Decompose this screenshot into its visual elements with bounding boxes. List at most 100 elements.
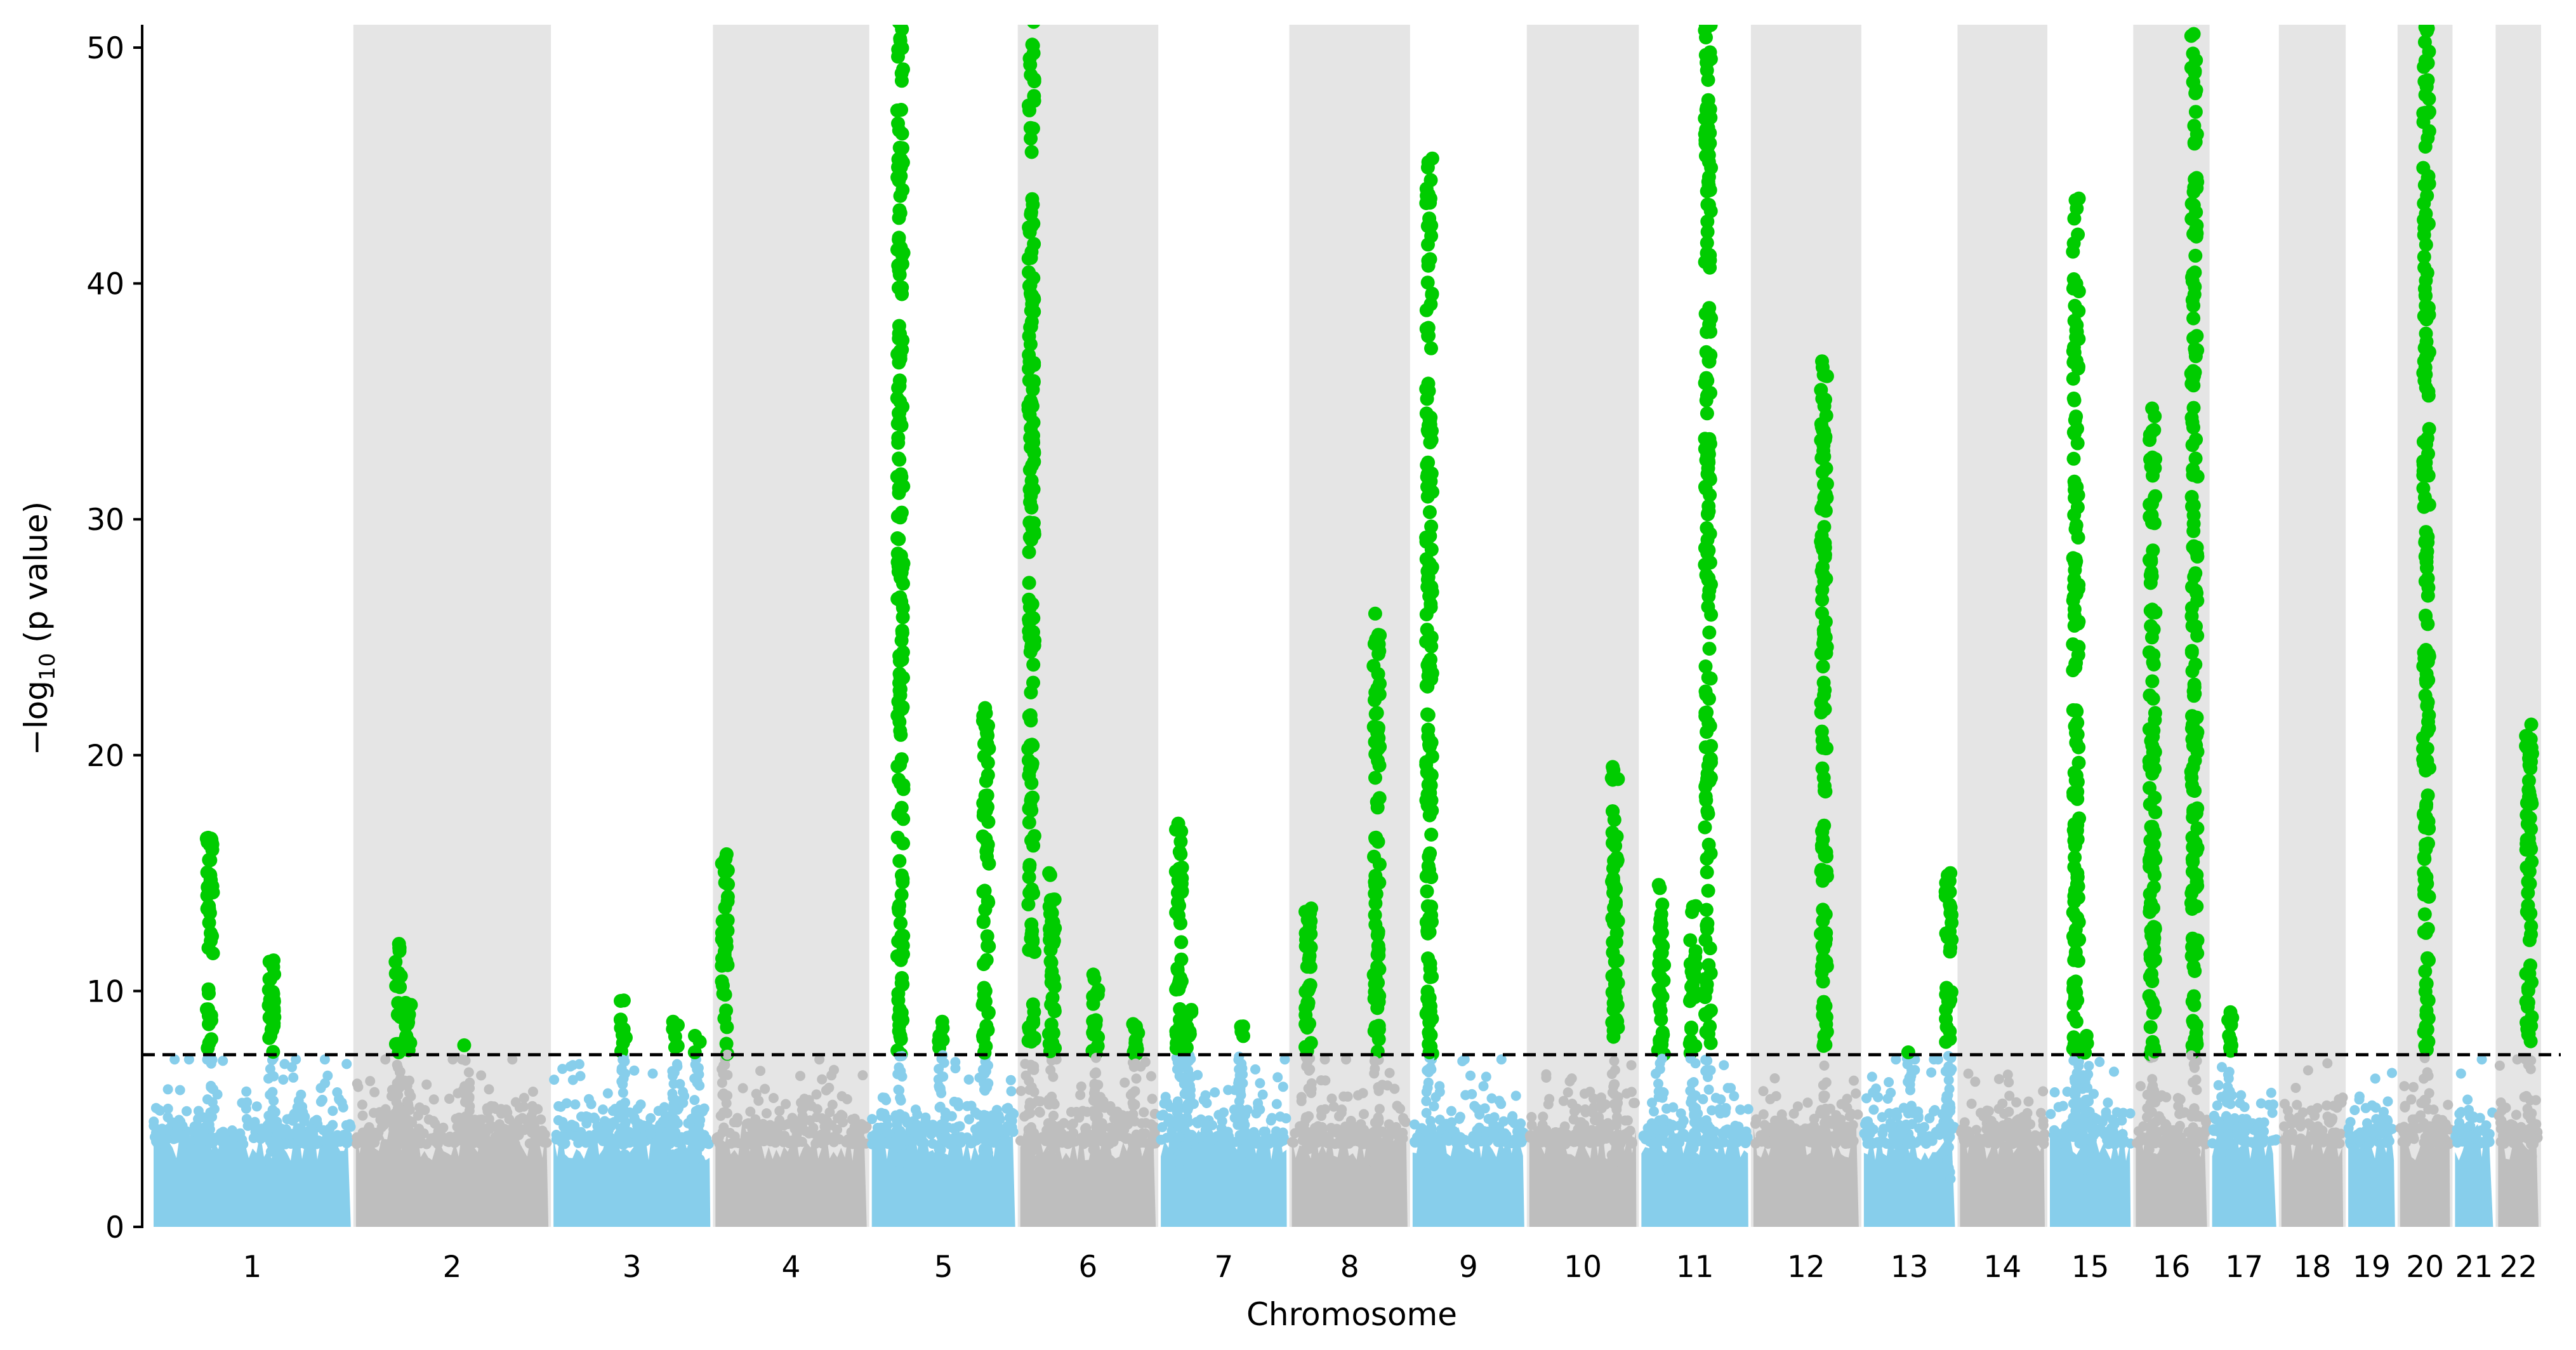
snp-point	[2101, 1107, 2111, 1118]
snp-point	[935, 1144, 946, 1155]
snp-point	[169, 1054, 180, 1065]
snp-point	[1541, 1069, 1552, 1080]
snp-point	[881, 1095, 892, 1106]
snp-point	[660, 1111, 671, 1122]
snp-point	[1611, 1115, 1622, 1126]
snp-point	[1640, 1134, 1651, 1144]
snp-point	[527, 1087, 538, 1097]
snp-point	[1842, 1102, 1853, 1113]
snp-point	[2382, 1096, 2393, 1107]
significant-snp-point	[1090, 1039, 1105, 1054]
snp-point	[1571, 1103, 1582, 1114]
snp-point	[1587, 1107, 1598, 1118]
significant-snp-point	[1702, 691, 1716, 706]
snp-point	[1139, 1107, 1149, 1118]
snp-point	[1131, 1073, 1142, 1084]
snp-point	[459, 1055, 470, 1066]
snp-point	[2433, 1114, 2443, 1125]
snp-point	[1944, 1129, 1955, 1140]
snp-point	[1569, 1129, 1580, 1140]
snp-point	[1006, 1086, 1017, 1097]
snp-point	[779, 1120, 789, 1131]
significant-snp-point	[1701, 670, 1715, 685]
snp-point	[2011, 1097, 2022, 1108]
significant-snp-point	[1024, 145, 1039, 159]
snp-point	[1688, 1077, 1699, 1087]
significant-snp-point	[894, 976, 909, 990]
snp-point	[241, 1103, 251, 1114]
significant-snp-point	[393, 980, 407, 995]
snp-point	[2154, 1111, 2165, 1122]
snp-point	[315, 1096, 326, 1107]
snp-point	[327, 1120, 338, 1130]
snp-point	[322, 1070, 333, 1081]
snp-point	[1751, 1114, 1762, 1125]
snp-point	[400, 1148, 411, 1159]
significant-snp-point	[1655, 989, 1670, 1004]
snp-point	[979, 1068, 990, 1079]
snp-point	[2354, 1094, 2365, 1105]
snp-point	[1066, 1107, 1076, 1117]
snp-point	[1789, 1136, 1800, 1147]
snp-point	[796, 1097, 807, 1108]
snp-point	[1743, 1104, 1754, 1115]
snp-point	[2020, 1137, 2031, 1148]
snp-point	[732, 1117, 743, 1128]
significant-snp-point	[1022, 576, 1036, 590]
snp-point	[1105, 1122, 1116, 1133]
significant-snp-point	[1654, 1034, 1668, 1049]
snp-point	[824, 1082, 835, 1093]
significant-snp-point	[1023, 645, 1038, 659]
significant-snp-point	[1611, 772, 1625, 786]
snp-point	[1272, 1072, 1283, 1083]
snp-point	[1656, 1054, 1667, 1064]
snp-point	[867, 1114, 878, 1125]
significant-snp-point	[1698, 480, 1712, 494]
snp-point	[672, 1173, 683, 1184]
significant-snp-point	[891, 430, 906, 445]
snp-point	[1275, 1111, 1286, 1122]
significant-snp-point	[895, 0, 909, 6]
snp-point	[1076, 1081, 1087, 1092]
snp-point	[2443, 1099, 2454, 1110]
significant-snp-point	[892, 326, 906, 341]
snp-point	[193, 1114, 203, 1124]
snp-point	[274, 1128, 284, 1139]
significant-snp-point	[1817, 688, 1831, 703]
significant-snp-point	[203, 853, 218, 868]
snp-point	[1558, 1095, 1569, 1106]
snp-point	[761, 1108, 772, 1119]
significant-snp-point	[979, 1039, 993, 1054]
significant-snp-point	[202, 901, 216, 916]
snp-point	[462, 1111, 473, 1122]
snp-point	[2073, 1058, 2084, 1069]
snp-point	[2013, 1114, 2024, 1125]
snp-point	[533, 1136, 543, 1147]
snp-point	[1849, 1075, 1859, 1086]
snp-point	[2099, 1129, 2110, 1140]
significant-snp-point	[1700, 246, 1714, 260]
snp-point	[966, 1138, 977, 1149]
snp-point	[1550, 1127, 1561, 1137]
snp-point	[717, 1090, 728, 1100]
snp-point	[175, 1116, 186, 1127]
significant-snp-point	[1024, 3, 1038, 17]
significant-snp-point	[1818, 487, 1833, 502]
significant-snp-point	[1169, 905, 1184, 920]
snp-point	[1525, 1132, 1536, 1143]
snp-point	[1608, 1163, 1618, 1174]
snp-point	[2496, 1115, 2507, 1126]
significant-snp-point	[1298, 1040, 1312, 1054]
snp-point	[499, 1139, 509, 1149]
significant-snp-point	[1179, 1040, 1194, 1055]
significant-snp-point	[895, 0, 909, 1]
snp-point	[2508, 1137, 2518, 1148]
snp-point	[1434, 1081, 1445, 1092]
snp-point	[953, 1097, 963, 1108]
snp-point	[357, 1099, 367, 1110]
snp-point	[1821, 1077, 1832, 1088]
significant-snp-point	[1703, 1019, 1717, 1034]
significant-snp-point	[1419, 303, 1434, 317]
snp-point	[1609, 1089, 1620, 1099]
snp-point	[1628, 1097, 1639, 1108]
